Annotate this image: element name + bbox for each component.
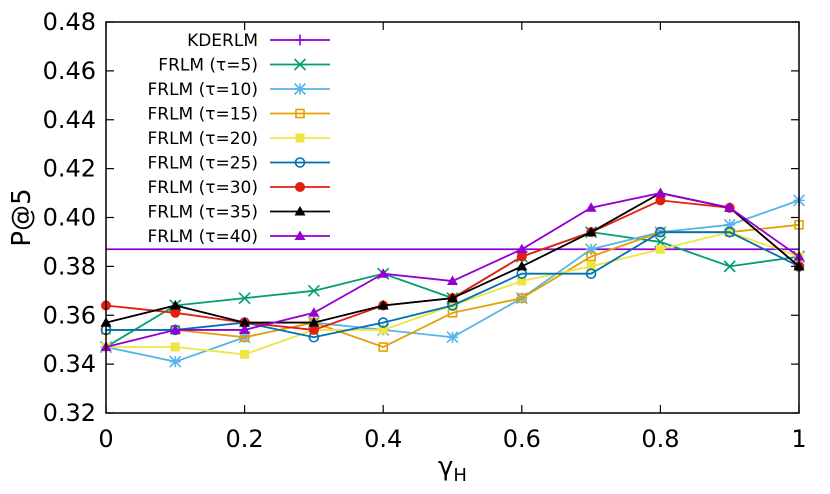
legend-swatch-marker bbox=[294, 157, 306, 168]
data-point bbox=[170, 342, 180, 352]
data-point bbox=[377, 268, 389, 278]
data-point bbox=[516, 243, 528, 254]
data-point bbox=[446, 331, 459, 344]
y-tick-label: 0.48 bbox=[43, 8, 96, 36]
data-point bbox=[239, 317, 251, 327]
data-point bbox=[378, 325, 388, 335]
x-tick-label: 0.8 bbox=[641, 425, 679, 453]
legend-entry: FRLM (τ=5) bbox=[158, 56, 330, 76]
legend: KDERLM FRLM (τ=5) FRLM (τ=10) FRLM (τ=15) FR… bbox=[147, 31, 330, 247]
legend-swatch-marker bbox=[293, 82, 307, 96]
legend-label: FRLM (τ=25) bbox=[147, 154, 258, 174]
legend-swatch-marker bbox=[294, 206, 306, 216]
data-point bbox=[724, 202, 736, 212]
legend-label: KDERLM bbox=[187, 31, 258, 51]
x-tick-label: 0 bbox=[98, 425, 113, 453]
y-tick-label: 0.32 bbox=[43, 399, 96, 427]
legend-label: FRLM (τ=40) bbox=[147, 227, 258, 247]
data-point bbox=[447, 275, 458, 286]
data-point bbox=[585, 268, 597, 280]
data-point bbox=[585, 202, 597, 212]
legend-entry: FRLM (τ=15) bbox=[147, 105, 330, 125]
data-point bbox=[447, 292, 458, 303]
y-tick-label: 0.36 bbox=[43, 301, 96, 329]
x-tick-label: 1 bbox=[791, 425, 806, 453]
data-point bbox=[169, 355, 182, 368]
series-layer bbox=[99, 187, 806, 368]
data-point bbox=[170, 307, 181, 318]
x-axis-label-subscript: H bbox=[453, 465, 467, 486]
data-point bbox=[377, 299, 389, 310]
data-point bbox=[516, 260, 528, 271]
y-tick-label: 0.34 bbox=[43, 350, 96, 378]
data-point bbox=[586, 251, 596, 262]
series-line bbox=[106, 231, 800, 339]
legend-entry: FRLM (τ=40) bbox=[147, 227, 330, 247]
y-tick-label: 0.42 bbox=[43, 155, 96, 183]
data-point bbox=[723, 260, 736, 273]
data-point bbox=[169, 324, 181, 334]
y-tick-label: 0.46 bbox=[43, 57, 96, 85]
y-tick-label: 0.38 bbox=[43, 252, 96, 280]
legend-label: FRLM (τ=10) bbox=[147, 80, 258, 100]
data-point bbox=[516, 293, 527, 303]
data-point bbox=[308, 317, 320, 327]
data-point bbox=[377, 317, 389, 328]
x-tick-label: 0.6 bbox=[503, 425, 541, 453]
data-point bbox=[585, 226, 597, 237]
legend-entry: FRLM (τ=20) bbox=[147, 129, 330, 149]
data-point bbox=[517, 276, 527, 286]
legend-swatch-marker bbox=[294, 230, 306, 240]
data-point bbox=[655, 195, 666, 206]
y-axis-label: P@5 bbox=[7, 188, 37, 246]
data-point bbox=[169, 299, 181, 310]
x-tick-label: 0.2 bbox=[226, 425, 264, 453]
data-point bbox=[307, 284, 320, 297]
x-axis-label: γH bbox=[438, 452, 467, 486]
legend-entry: FRLM (τ=25) bbox=[147, 154, 330, 174]
legend-label: FRLM (τ=20) bbox=[147, 129, 258, 149]
legend-label: FRLM (τ=30) bbox=[147, 178, 258, 198]
y-tick-label: 0.44 bbox=[43, 106, 96, 134]
legend-swatch-marker bbox=[294, 34, 306, 46]
data-point bbox=[655, 244, 665, 254]
legend-entry: FRLM (τ=30) bbox=[147, 178, 330, 198]
legend-label: FRLM (τ=5) bbox=[158, 56, 258, 76]
data-point bbox=[238, 292, 251, 305]
data-point bbox=[308, 307, 320, 317]
series-9 bbox=[100, 187, 805, 352]
legend-label: FRLM (τ=35) bbox=[147, 203, 258, 223]
data-point bbox=[308, 324, 319, 335]
x-tick-label: 0.4 bbox=[364, 425, 402, 453]
y-tick-label: 0.40 bbox=[43, 204, 96, 232]
data-point bbox=[654, 187, 666, 198]
data-point bbox=[516, 251, 527, 262]
x-axis-label-main: γ bbox=[438, 452, 453, 482]
data-point bbox=[586, 261, 596, 271]
data-point bbox=[240, 349, 250, 359]
legend-label: FRLM (τ=15) bbox=[147, 105, 258, 125]
legend-entry: KDERLM bbox=[187, 31, 330, 51]
legend-entry: FRLM (τ=10) bbox=[147, 80, 330, 100]
data-point bbox=[655, 226, 666, 238]
legend-swatch-marker bbox=[295, 133, 305, 143]
data-point bbox=[239, 324, 251, 334]
legend-swatch-marker bbox=[295, 108, 305, 119]
axis-layer: 0.32 0.34 0.36 0.38 0.40 0.42 0.44 0.46 0.48 0 0.2… bbox=[43, 8, 807, 453]
data-point bbox=[724, 226, 736, 238]
legend-entry: FRLM (τ=35) bbox=[147, 203, 330, 223]
data-point bbox=[378, 342, 389, 352]
legend-swatch-marker bbox=[293, 58, 307, 71]
legend-swatch-marker bbox=[295, 182, 305, 192]
